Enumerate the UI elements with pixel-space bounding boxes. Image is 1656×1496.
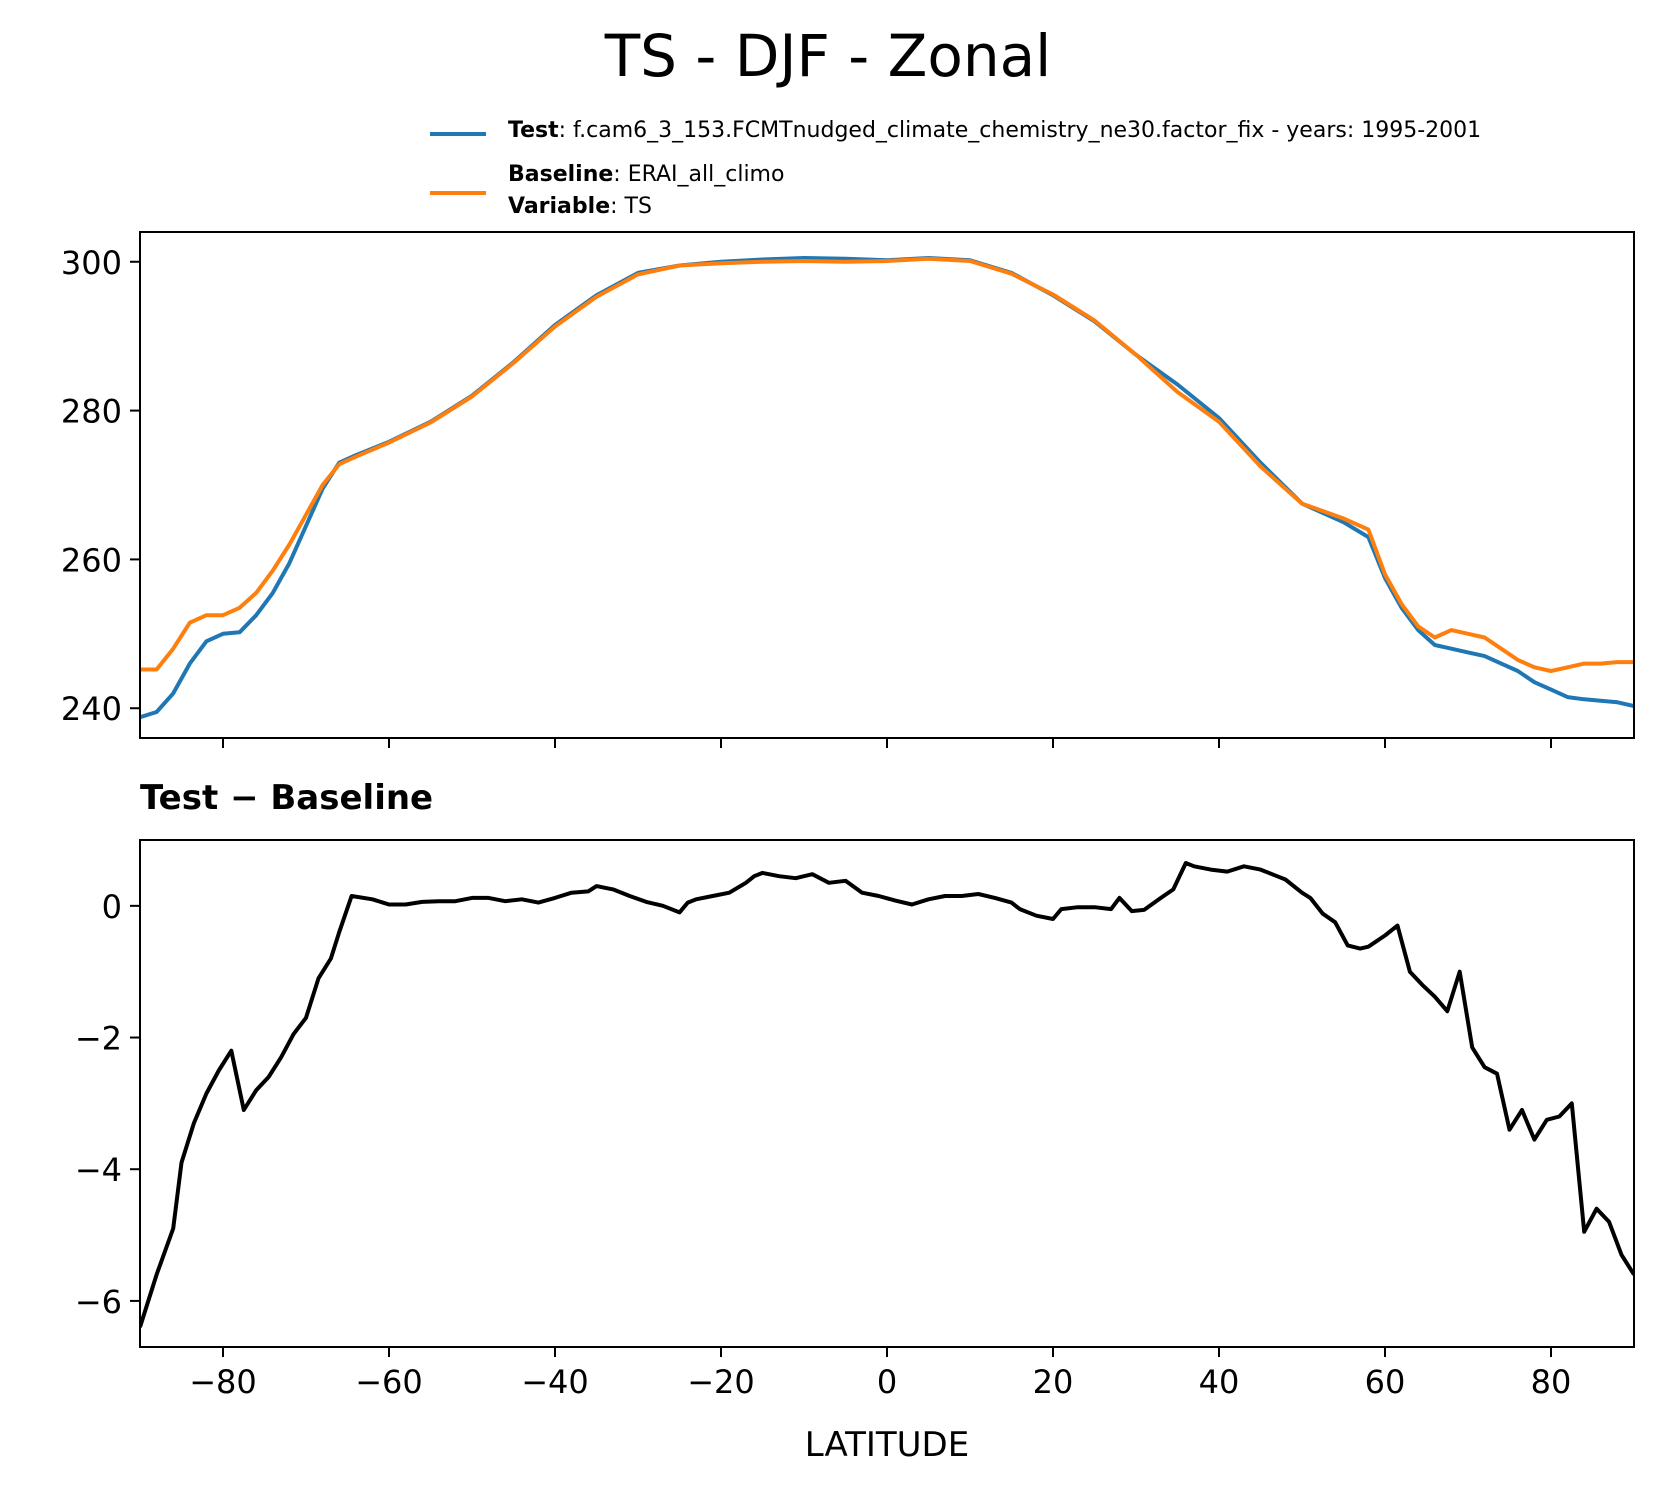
top-axes-frame <box>139 231 1635 739</box>
legend-value-baseline: : ERAI_all_climo <box>613 162 785 187</box>
diff-panel-title: Test − Baseline <box>140 778 434 818</box>
legend-swatch-test <box>430 132 486 136</box>
bottom-x-tick-label: 20 <box>1033 1363 1074 1401</box>
legend-swatch-baseline <box>430 191 486 195</box>
bottom-x-tick-label: −40 <box>521 1363 589 1401</box>
bottom-x-tick-label: −80 <box>189 1363 257 1401</box>
bottom-x-tick-label: −60 <box>355 1363 423 1401</box>
top-y-tick-label: 280 <box>61 393 122 431</box>
top-y-tick-label: 240 <box>61 690 122 728</box>
bottom-y-tick-label: −2 <box>75 1020 122 1058</box>
bottom-x-tick-label: −20 <box>687 1363 755 1401</box>
figure-title: TS - DJF - Zonal <box>604 22 1052 90</box>
legend-value-variable: : TS <box>610 194 652 219</box>
bottom-x-tick-label: 0 <box>877 1363 897 1401</box>
bottom-y-tick-label: 0 <box>102 888 122 926</box>
top-panel: 240 260 280 300 <box>61 231 1635 748</box>
bottom-panel: 0 −2 −4 −6 −80 −60 −40 −20 0 20 40 60 80 <box>75 839 1635 1401</box>
top-y-tick-label: 260 <box>61 541 122 579</box>
top-series-line-baseline <box>140 256 1634 673</box>
bottom-y-tick-label: −4 <box>75 1151 122 1189</box>
legend-key-baseline: Baseline <box>508 162 614 187</box>
legend-entry-baseline: Baseline: ERAI_all_climo <box>508 162 784 187</box>
bottom-axes-frame <box>139 839 1635 1348</box>
legend-entry-variable: Variable: TS <box>508 194 652 219</box>
legend-key-test: Test <box>508 118 559 143</box>
bottom-y-tick-label: −6 <box>75 1283 122 1321</box>
legend-entry-test: Test: f.cam6_3_153.FCMTnudged_climate_ch… <box>508 118 1481 143</box>
legend-value-test: : f.cam6_3_153.FCMTnudged_climate_chemis… <box>558 118 1482 143</box>
bottom-x-tick-label: 60 <box>1365 1363 1406 1401</box>
top-y-tick-label: 300 <box>61 244 122 282</box>
bottom-series-line-diff <box>140 861 1634 1328</box>
bottom-x-tick-label: 40 <box>1199 1363 1240 1401</box>
bottom-x-tick-label: 80 <box>1531 1363 1572 1401</box>
x-axis-label: LATITUDE <box>804 1425 970 1465</box>
top-series-line-test <box>140 256 1634 720</box>
legend-key-variable: Variable <box>508 194 611 219</box>
